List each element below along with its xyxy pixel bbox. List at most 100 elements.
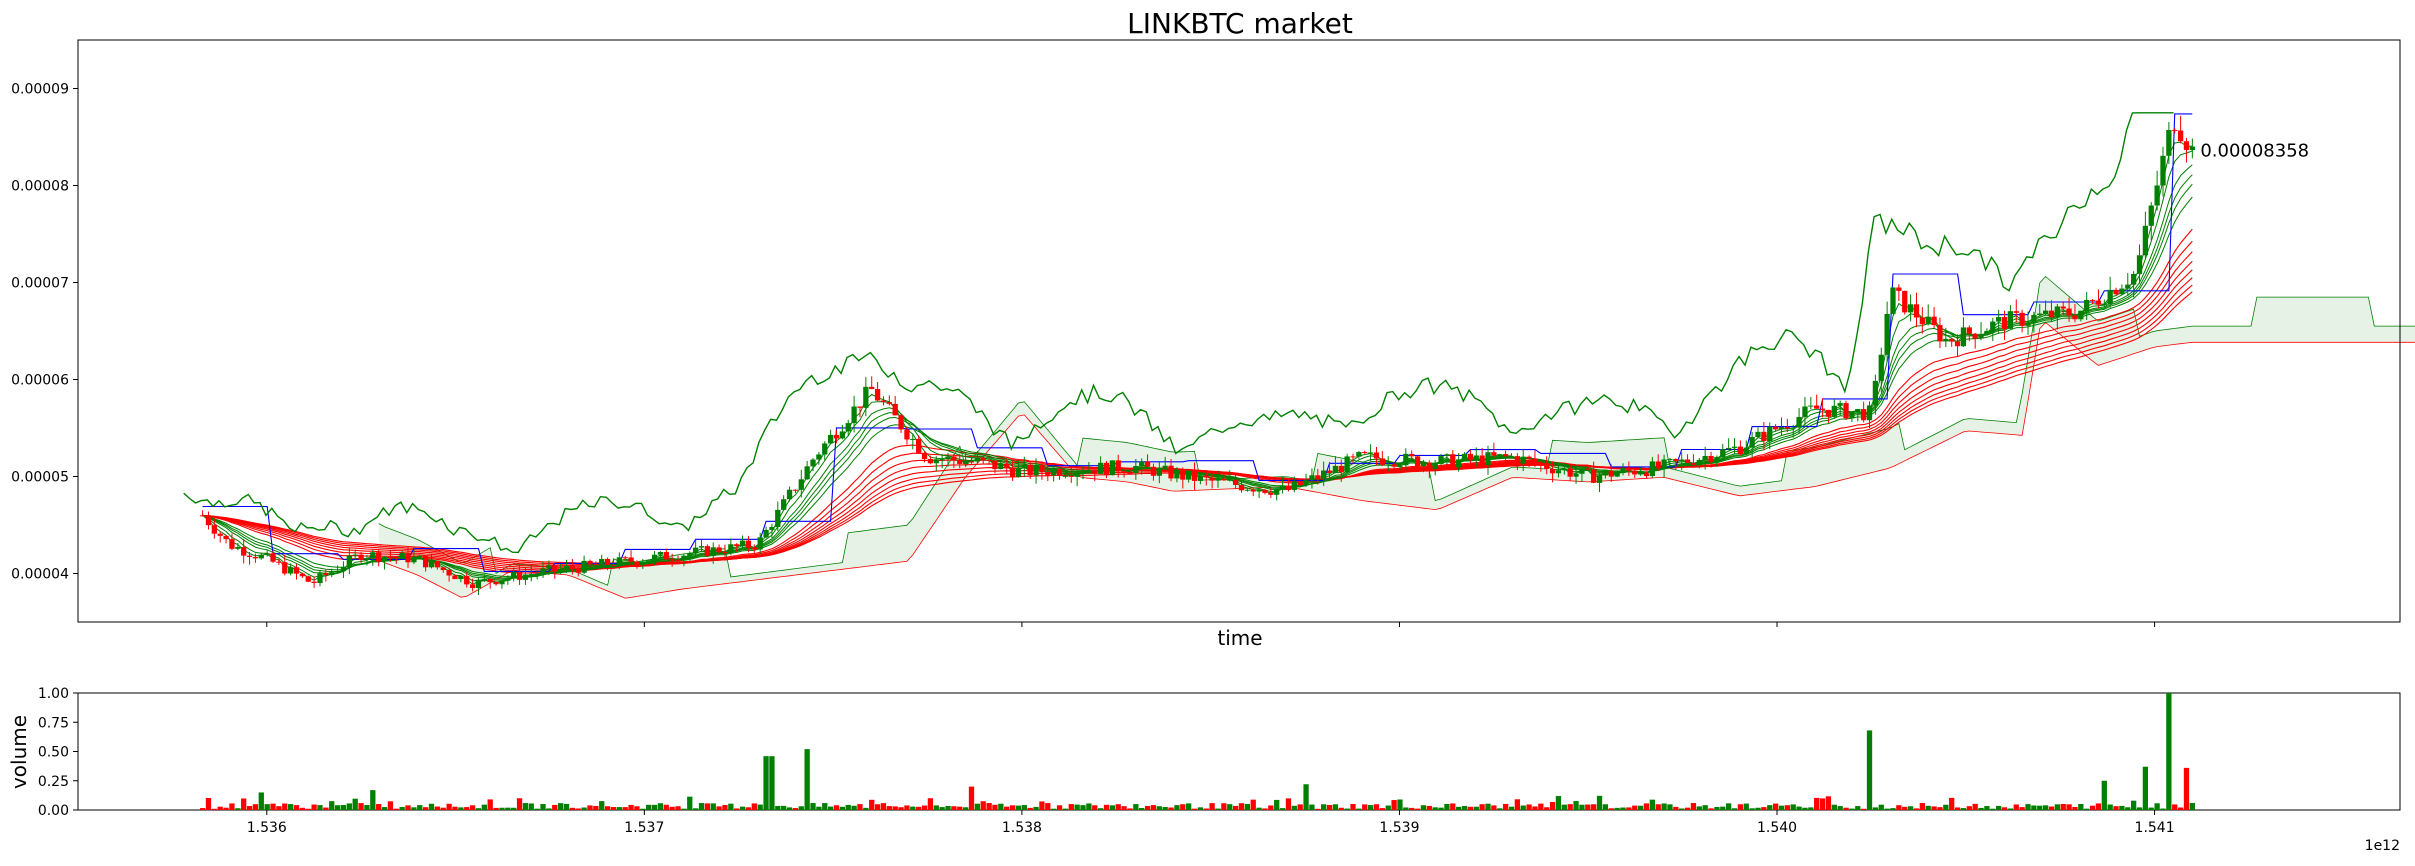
volume-y-tick-label: 0.75 xyxy=(38,715,69,731)
volume-bar xyxy=(939,807,945,810)
candle-body xyxy=(1015,467,1022,477)
candle-body xyxy=(716,547,722,553)
volume-bar xyxy=(974,803,981,810)
candle-body xyxy=(2095,300,2102,305)
candle-body xyxy=(1244,489,1250,491)
volume-bar xyxy=(1831,804,1837,810)
candle-body xyxy=(604,558,611,565)
volume-y-tick-label: 0.25 xyxy=(38,774,69,790)
volume-bar xyxy=(1684,807,1691,810)
candle-body xyxy=(540,568,546,574)
candle-body xyxy=(998,463,1004,470)
candle-body xyxy=(1960,327,1967,347)
volume-bar xyxy=(1426,805,1432,810)
volume-bar xyxy=(446,803,452,810)
volume-bar xyxy=(305,808,311,810)
candle-body xyxy=(563,565,570,570)
volume-bar xyxy=(1062,808,1069,810)
volume-bar xyxy=(1115,804,1121,810)
volume-bar xyxy=(2148,807,2154,810)
candle-body xyxy=(616,557,622,567)
candle-body xyxy=(957,460,963,464)
volume-bar xyxy=(1033,806,1039,810)
candle-body xyxy=(1907,304,1914,313)
candle-body xyxy=(2154,185,2160,206)
volume-bar xyxy=(1321,804,1327,810)
volume-bar xyxy=(1861,808,1867,810)
candle-body xyxy=(1004,463,1010,469)
candle-body xyxy=(1150,466,1157,476)
volume-bar xyxy=(716,806,722,810)
volume-bar xyxy=(563,803,570,810)
volume-bar xyxy=(2142,766,2149,810)
candle-body xyxy=(1056,468,1063,477)
candle-body xyxy=(769,527,775,530)
candle-body xyxy=(1966,327,1972,334)
candle-body xyxy=(1379,458,1385,465)
candle-body xyxy=(1608,470,1614,477)
candle-body xyxy=(411,556,417,563)
volume-bar xyxy=(781,805,787,810)
candle-body xyxy=(1667,459,1673,461)
volume-bar xyxy=(657,803,664,810)
candle-body xyxy=(1708,455,1714,463)
volume-bar xyxy=(1819,798,1826,810)
volume-bar xyxy=(317,805,323,810)
volume-bar xyxy=(2078,804,2084,810)
candle-body xyxy=(2066,308,2072,316)
x-scale-label: 1e12 xyxy=(2365,838,2400,854)
x-tick-label: 1.540 xyxy=(1757,820,1797,836)
candle-body xyxy=(1139,461,1145,466)
volume-bar xyxy=(857,804,863,810)
volume-bar xyxy=(593,805,599,810)
volume-bar xyxy=(1391,800,1397,810)
candle-body xyxy=(1731,446,1738,448)
volume-bar xyxy=(1092,805,1098,810)
volume-bar xyxy=(1350,804,1356,810)
volume-bar xyxy=(1103,804,1110,810)
volume-bar xyxy=(2001,807,2008,810)
volume-bar xyxy=(2189,803,2195,810)
candle-body xyxy=(2136,255,2143,274)
volume-bar xyxy=(569,807,576,810)
volume-bar xyxy=(992,804,998,810)
candle-body xyxy=(387,556,394,558)
candle-body xyxy=(1520,456,1526,464)
volume-bar xyxy=(540,804,546,810)
candle-body xyxy=(211,525,217,534)
candle-body xyxy=(1772,426,1779,430)
candle-body xyxy=(1279,485,1286,490)
volume-bar xyxy=(1315,808,1321,810)
candle-body xyxy=(452,575,458,580)
volume-bar xyxy=(329,801,335,810)
volume-bar xyxy=(1362,804,1368,810)
candle-body xyxy=(1203,475,1209,478)
volume-y-tick-label: 0.50 xyxy=(38,745,69,761)
candle-body xyxy=(1326,470,1333,474)
candle-body xyxy=(505,578,511,581)
volume-bar xyxy=(1696,806,1702,810)
candle-body xyxy=(487,579,493,583)
volume-bar xyxy=(1538,803,1544,810)
volume-bar xyxy=(739,806,746,810)
volume-bar xyxy=(293,805,300,810)
candle-body xyxy=(1614,472,1620,477)
candle-body xyxy=(2048,310,2055,318)
volume-bar xyxy=(1837,806,1843,810)
candle-body xyxy=(1103,462,1110,476)
candle-body xyxy=(2148,205,2154,226)
candle-body xyxy=(2042,310,2049,314)
candle-body xyxy=(1467,453,1474,460)
volume-bar xyxy=(1150,805,1157,810)
volume-bar xyxy=(1526,804,1532,810)
candle-body xyxy=(2189,146,2195,150)
candle-body xyxy=(1737,446,1744,455)
candle-body xyxy=(546,565,552,569)
candle-body xyxy=(1174,470,1180,479)
volume-bar xyxy=(2177,807,2184,810)
volume-bar xyxy=(827,806,834,810)
candle-body xyxy=(1532,458,1538,463)
candle-body xyxy=(1397,465,1403,467)
candle-body xyxy=(2177,130,2184,142)
volume-bar xyxy=(822,803,828,810)
